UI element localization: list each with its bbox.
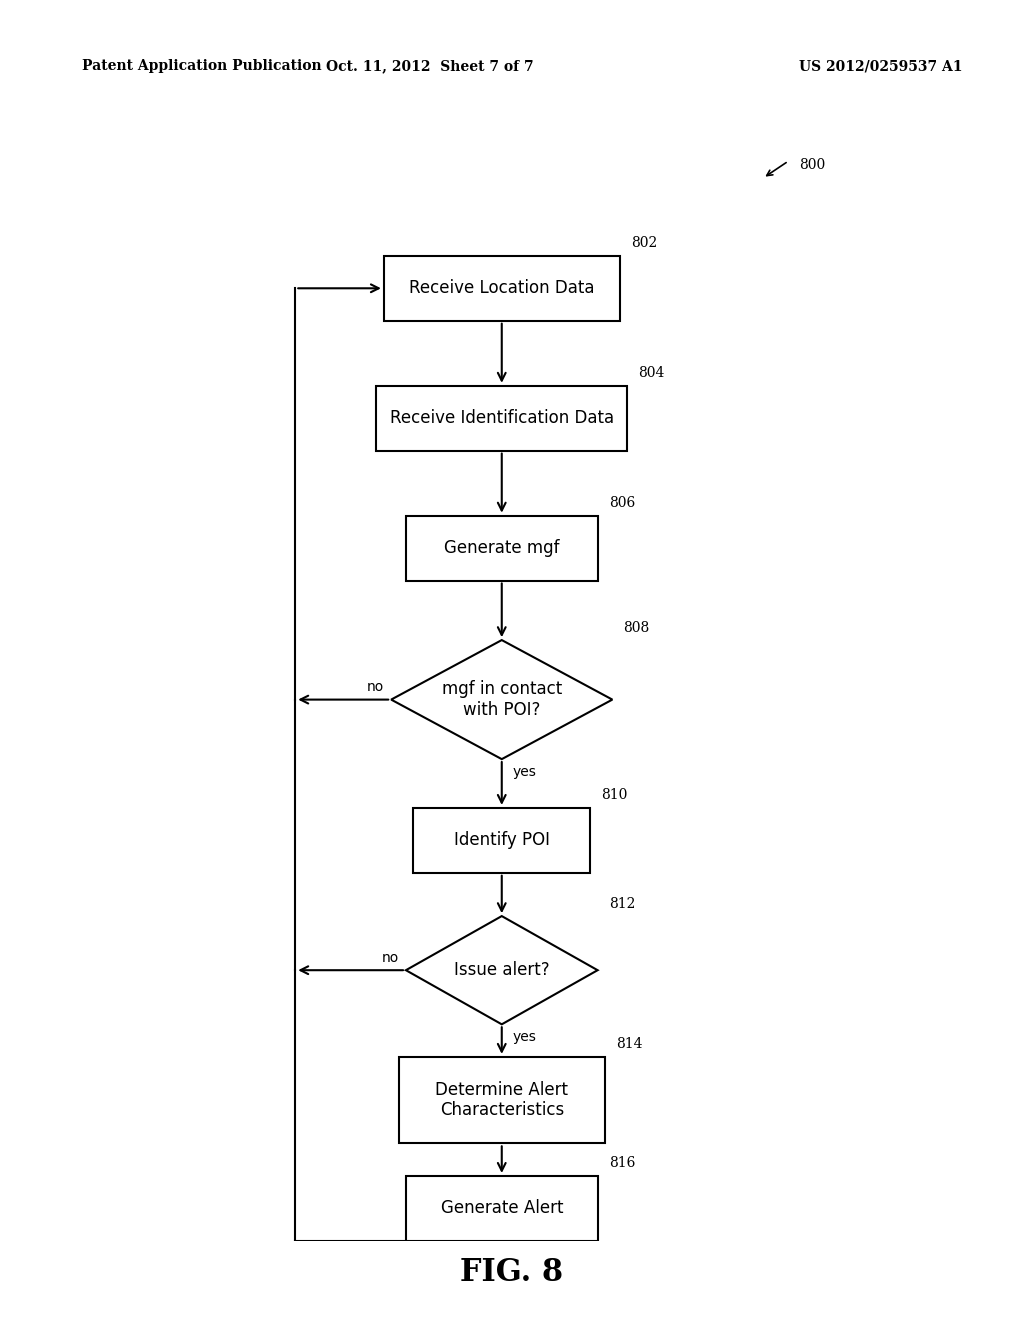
Text: Receive Location Data: Receive Location Data	[409, 280, 595, 297]
Text: US 2012/0259537 A1: US 2012/0259537 A1	[799, 59, 963, 74]
Text: 812: 812	[608, 896, 635, 911]
Text: 814: 814	[616, 1038, 642, 1051]
Text: Determine Alert
Characteristics: Determine Alert Characteristics	[435, 1081, 568, 1119]
Text: FIG. 8: FIG. 8	[461, 1257, 563, 1287]
Bar	[398, 1057, 605, 1143]
Text: yes: yes	[513, 1030, 537, 1044]
Text: 804: 804	[638, 366, 665, 380]
Bar	[414, 808, 590, 873]
Text: 810: 810	[601, 788, 628, 803]
Text: 800: 800	[799, 158, 825, 172]
Bar	[377, 385, 627, 450]
Text: Patent Application Publication: Patent Application Publication	[82, 59, 322, 74]
Text: Generate Alert: Generate Alert	[440, 1200, 563, 1217]
Text: 802: 802	[631, 236, 657, 251]
Text: Generate mgf: Generate mgf	[444, 539, 559, 557]
Text: no: no	[367, 680, 384, 694]
Text: Receive Identification Data: Receive Identification Data	[390, 409, 613, 428]
Text: yes: yes	[513, 764, 537, 779]
Text: 816: 816	[608, 1156, 635, 1171]
Polygon shape	[406, 916, 598, 1024]
Bar	[406, 516, 598, 581]
Text: Identify POI: Identify POI	[454, 832, 550, 849]
Text: mgf in contact
with POI?: mgf in contact with POI?	[441, 680, 562, 719]
Bar	[406, 1176, 598, 1241]
Bar	[384, 256, 620, 321]
Text: 806: 806	[608, 496, 635, 510]
Text: Oct. 11, 2012  Sheet 7 of 7: Oct. 11, 2012 Sheet 7 of 7	[327, 59, 534, 74]
Text: no: no	[381, 950, 398, 965]
Polygon shape	[391, 640, 612, 759]
Text: Issue alert?: Issue alert?	[454, 961, 550, 979]
Text: 808: 808	[624, 620, 649, 635]
